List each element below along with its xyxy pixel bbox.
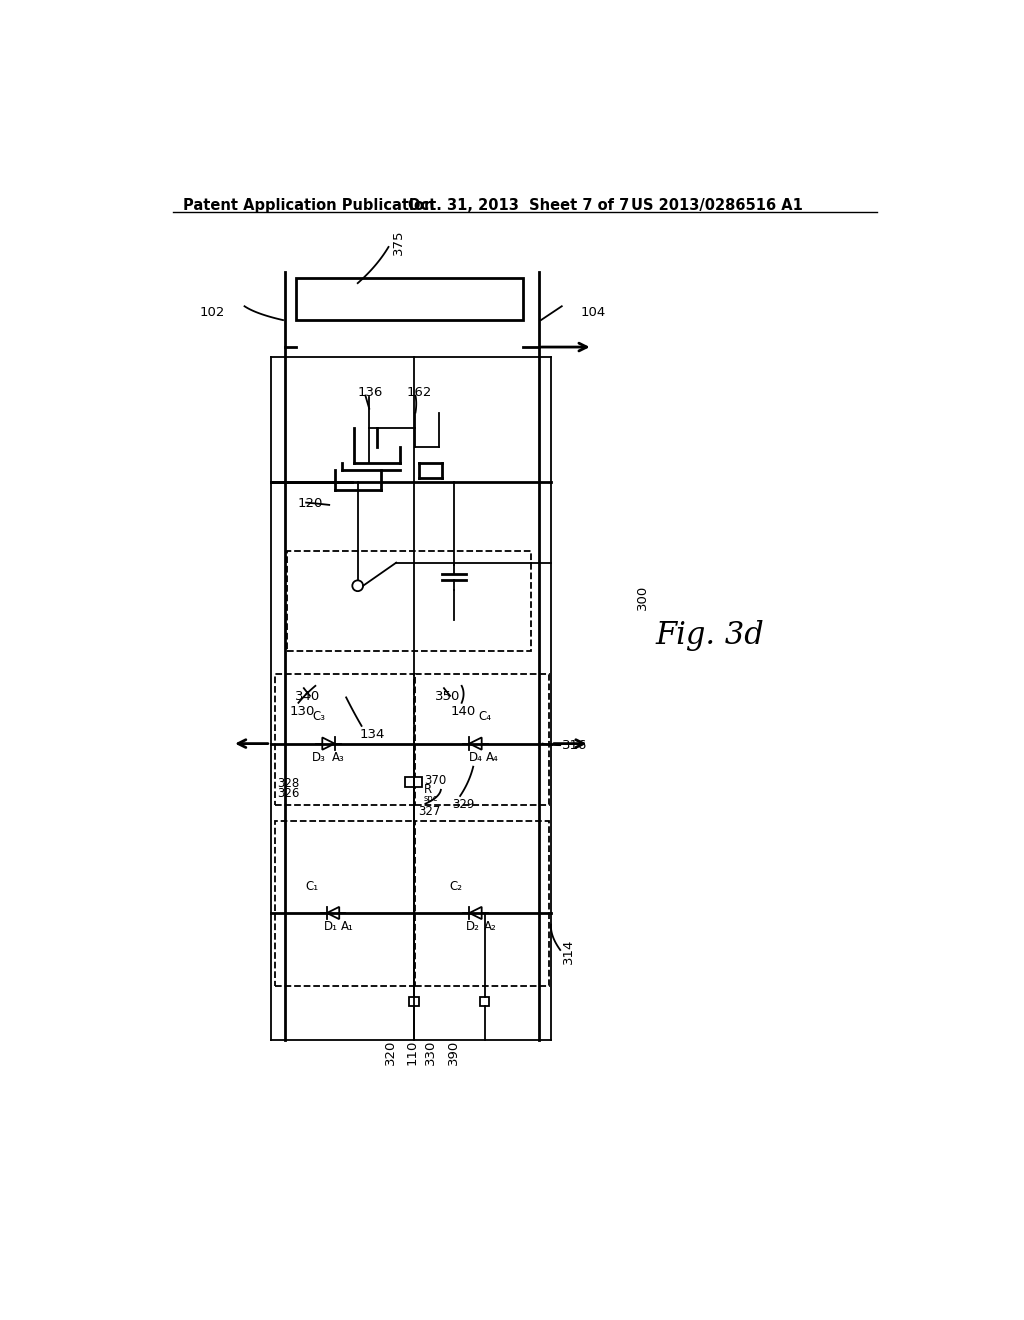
Text: Oct. 31, 2013  Sheet 7 of 7: Oct. 31, 2013 Sheet 7 of 7: [408, 198, 629, 214]
Bar: [410, 997, 419, 1006]
Text: C₄: C₄: [478, 710, 492, 723]
Text: Fig. 3d: Fig. 3d: [655, 620, 765, 651]
Text: spc: spc: [424, 793, 438, 803]
Text: 350: 350: [435, 689, 460, 702]
Text: US 2013/0286516 A1: US 2013/0286516 A1: [631, 198, 803, 214]
Bar: [296, 277, 523, 321]
Text: 370: 370: [424, 774, 446, 787]
Text: 329: 329: [453, 797, 475, 810]
Text: 316: 316: [562, 739, 587, 752]
Text: C₃: C₃: [312, 710, 326, 723]
Bar: [274, 821, 414, 986]
Text: Patent Application Publication: Patent Application Publication: [183, 198, 434, 214]
Text: R: R: [424, 783, 432, 796]
Text: 390: 390: [447, 1040, 461, 1065]
Text: 314: 314: [562, 939, 574, 964]
Text: 330: 330: [424, 1040, 437, 1065]
Text: 104: 104: [581, 306, 606, 319]
Bar: [406, 776, 422, 788]
Text: 162: 162: [407, 385, 431, 399]
Text: 320: 320: [384, 1040, 397, 1065]
Text: D₂: D₂: [466, 920, 480, 933]
Text: 120: 120: [298, 498, 323, 511]
Text: 375: 375: [392, 230, 406, 255]
Text: 102: 102: [199, 306, 224, 319]
Text: D₃: D₃: [312, 751, 327, 764]
Text: A₄: A₄: [486, 751, 499, 764]
Text: 110: 110: [406, 1040, 418, 1065]
Text: 326: 326: [276, 787, 299, 800]
Text: 340: 340: [295, 689, 319, 702]
Bar: [274, 675, 414, 805]
Text: 134: 134: [360, 729, 385, 742]
Text: D₄: D₄: [469, 751, 482, 764]
Bar: [416, 675, 549, 805]
Text: 130: 130: [290, 705, 315, 718]
Text: C₂: C₂: [449, 879, 462, 892]
Text: 300: 300: [636, 585, 649, 610]
Bar: [287, 552, 531, 651]
Bar: [416, 821, 549, 986]
Text: C₁: C₁: [305, 879, 318, 892]
Text: D₁: D₁: [324, 920, 338, 933]
Text: A₃: A₃: [332, 751, 345, 764]
Text: A₁: A₁: [341, 920, 354, 933]
Bar: [480, 997, 489, 1006]
Text: 140: 140: [451, 705, 475, 718]
Text: 136: 136: [357, 385, 383, 399]
Text: A₂: A₂: [483, 920, 497, 933]
Text: 328: 328: [276, 777, 299, 791]
Text: 327: 327: [418, 805, 440, 818]
